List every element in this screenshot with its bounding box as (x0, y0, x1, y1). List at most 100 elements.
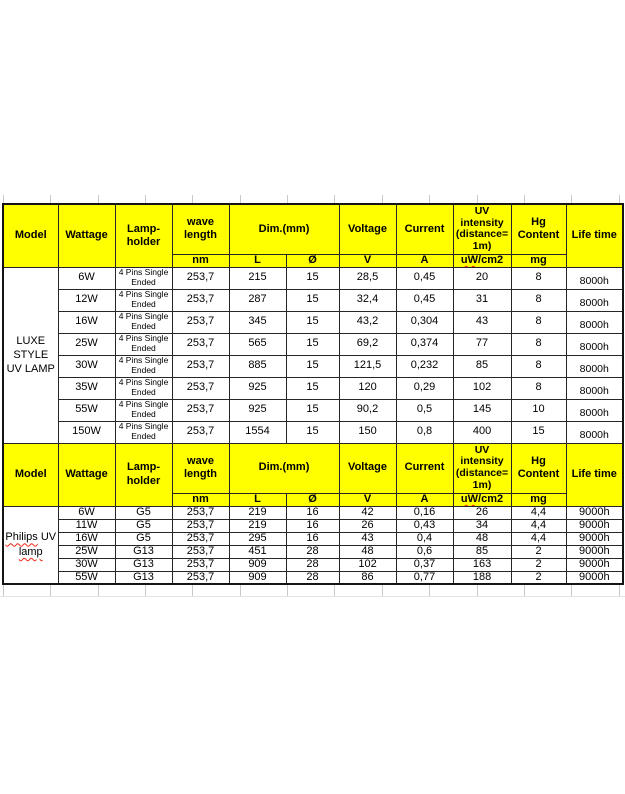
cell-uv-intensity: 188 (452, 570, 512, 585)
cell-life-time: 9000h (565, 544, 624, 559)
header-wave-length: wave length (171, 442, 230, 494)
cell-uv-intensity: 163 (452, 557, 512, 572)
gridline-stub (619, 195, 620, 203)
table-row: 16W 4 Pins Single Ended 253,7 345 15 43,2 0,30… (3, 310, 624, 334)
model-text: UV LAMP (6, 363, 55, 376)
cell-life-time: 8000h (565, 398, 624, 422)
cell-dim-l: 451 (228, 544, 287, 559)
cell-hg-content: 8 (510, 288, 567, 312)
header-uv-intensity: UV intensity (distance= 1m) (452, 442, 512, 494)
header-hg-content: Hg Content (510, 442, 567, 494)
cell-lamp-holder: 4 Pins Single Ended (114, 376, 173, 400)
cell-dim-l: 219 (228, 518, 287, 533)
cell-life-time: 8000h (565, 354, 624, 378)
cell-model: LUXE STYLE UV LAMP (2, 266, 59, 444)
cell-voltage: 150 (338, 420, 397, 444)
model-line: lamp (5, 545, 57, 559)
cell-dim-diameter: 15 (285, 420, 340, 444)
header-hg-content: Hg Content (510, 203, 567, 255)
header-row: Model Wattage Lamp- holder wave length Dim.(… (2, 203, 624, 268)
cell-lamp-holder: G13 (114, 570, 173, 585)
cell-voltage: 28,5 (338, 266, 397, 290)
cell-wattage: 16W (57, 310, 116, 334)
cell-uv-intensity: 26 (452, 505, 512, 520)
cell-wattage: 30W (57, 557, 116, 572)
gridline-stub (287, 584, 288, 596)
cell-voltage: 69,2 (338, 332, 397, 356)
gridline-stub (192, 195, 193, 203)
cell-hg-content: 8 (510, 310, 567, 334)
cell-dim-diameter: 16 (285, 531, 340, 546)
cell-model: Philips UV lamp (2, 505, 59, 585)
cell-lamp-holder: 4 Pins Single Ended (114, 266, 173, 290)
cell-dim-l: 925 (228, 398, 287, 422)
cell-voltage: 86 (338, 570, 397, 585)
cell-lamp-holder: 4 Pins Single Ended (114, 354, 173, 378)
unit-v: V (338, 253, 397, 268)
cell-wavelength-nm: 253,7 (171, 376, 230, 400)
cell-wattage: 12W (57, 288, 116, 312)
unit-diameter: Ø (285, 253, 340, 268)
cell-dim-diameter: 15 (285, 288, 340, 312)
cell-current: 0,45 (395, 288, 454, 312)
cell-life-time: 8000h (565, 420, 624, 444)
model-text: LUXE STYLE (13, 334, 49, 361)
cell-current: 0,77 (395, 570, 454, 585)
cell-life-time: 8000h (565, 266, 624, 290)
gridline-stub (524, 195, 525, 203)
cell-life-time: 8000h (565, 332, 624, 356)
table-row: 35W 4 Pins Single Ended 253,7 925 15 120 0,29 1… (3, 376, 624, 400)
cell-current: 0,43 (395, 518, 454, 533)
cell-wavelength-nm: 253,7 (171, 354, 230, 378)
cell-wattage: 55W (57, 570, 116, 585)
cell-voltage: 32,4 (338, 288, 397, 312)
gridline-stub (477, 584, 478, 596)
header-row: Model Wattage Lamp- holder wave length Dim.(… (2, 442, 624, 507)
cell-hg-content: 4,4 (510, 518, 567, 533)
header-uv-intensity: UV intensity (distance= 1m) (452, 203, 512, 255)
gridline-stub (524, 584, 525, 596)
gridline-stub (477, 195, 478, 203)
cell-life-time: 9000h (565, 531, 624, 546)
cell-wavelength-nm: 253,7 (171, 531, 230, 546)
cell-dim-l: 215 (228, 266, 287, 290)
cell-uv-intensity: 43 (452, 310, 512, 334)
cell-hg-content: 10 (510, 398, 567, 422)
cell-uv-intensity: 85 (452, 544, 512, 559)
gridline-stub (145, 195, 146, 203)
gridline-stub (98, 584, 99, 596)
cell-dim-l: 909 (228, 557, 287, 572)
cell-hg-content: 15 (510, 420, 567, 444)
cell-dim-diameter: 15 (285, 398, 340, 422)
gridline-stub (619, 584, 620, 596)
cell-life-time: 9000h (565, 505, 624, 520)
cell-dim-l: 565 (228, 332, 287, 356)
unit-uw-rest: /cm2 (478, 493, 504, 505)
cell-wavelength-nm: 253,7 (171, 518, 230, 533)
header-wave-length: wave length (171, 203, 230, 255)
unit-mg: mg (510, 492, 567, 507)
cell-uv-intensity: 48 (452, 531, 512, 546)
cell-dim-l: 345 (228, 310, 287, 334)
unit-a: A (395, 253, 454, 268)
table-row: LUXE STYLE UV LAMP 6W 4 Pins Single Ended 25… (2, 266, 624, 444)
cell-wattage: 25W (57, 544, 116, 559)
cell-uv-intensity: 77 (452, 332, 512, 356)
cell-lamp-holder: 4 Pins Single Ended (114, 332, 173, 356)
cell-hg-content: 2 (510, 557, 567, 572)
table-row: 25W G13 253,7 451 28 48 0,6 85 2 9000h (3, 544, 624, 559)
header-voltage: Voltage (338, 442, 397, 494)
cell-dim-l: 925 (228, 376, 287, 400)
cell-wattage: 6W (57, 266, 116, 290)
gridline-stub (287, 195, 288, 203)
gridline-stub (3, 195, 4, 203)
cell-lamp-holder: G13 (114, 544, 173, 559)
cell-uv-intensity: 102 (452, 376, 512, 400)
cell-dim-diameter: 28 (285, 557, 340, 572)
cell-wattage: 25W (57, 332, 116, 356)
cell-dim-l: 219 (228, 505, 287, 520)
table-row: 11W G5 253,7 219 16 26 0,43 34 4,4 9000h (3, 518, 624, 533)
cell-voltage: 120 (338, 376, 397, 400)
cell-current: 0,29 (395, 376, 454, 400)
